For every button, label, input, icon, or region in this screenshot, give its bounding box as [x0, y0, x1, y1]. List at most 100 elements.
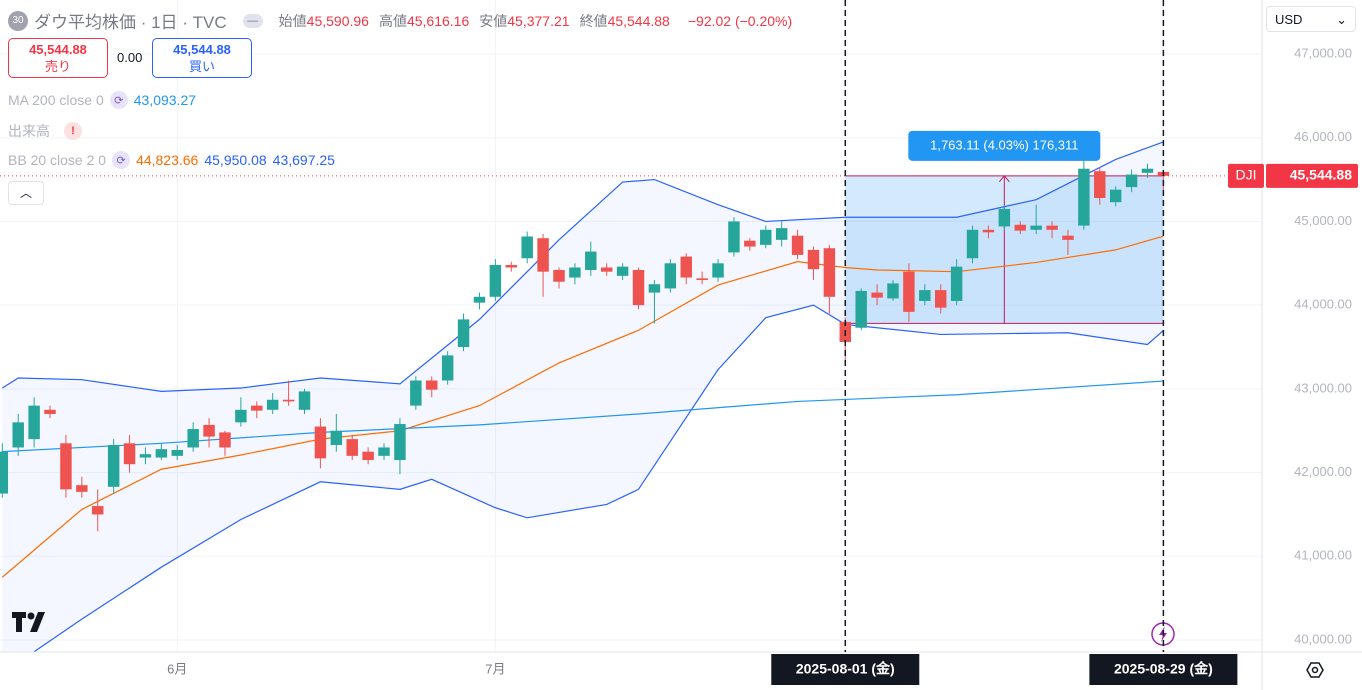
candle-body — [92, 506, 104, 515]
candle-body — [1125, 174, 1138, 188]
y-tick-label: 42,000.00 — [1294, 464, 1352, 479]
collapse-legend-button[interactable]: ︿ — [8, 181, 44, 205]
candle-body — [1094, 171, 1106, 198]
candle-body — [982, 229, 995, 233]
candle-body — [235, 409, 247, 423]
settings-icon[interactable] — [1306, 662, 1324, 678]
candle-body — [934, 290, 947, 308]
candle-body — [441, 355, 454, 381]
candle-body — [903, 271, 915, 312]
candle-body — [744, 240, 756, 247]
ohlc-label: 高値 — [378, 12, 407, 29]
candle-body — [330, 430, 343, 445]
sell-price: 45,544.88 — [29, 42, 87, 57]
candle-body — [1046, 225, 1058, 230]
volume-label[interactable]: 出来高 — [8, 123, 50, 139]
candle-body — [537, 238, 549, 272]
candle-body — [728, 221, 740, 253]
ohlc-value: 45,377.21 — [507, 12, 570, 29]
y-tick-label: 43,000.00 — [1294, 380, 1352, 395]
candle-body — [314, 426, 327, 459]
indicator-line — [32, 304, 1164, 652]
candle-body — [426, 380, 438, 390]
candle-body — [1109, 189, 1122, 203]
candle-body — [219, 432, 231, 448]
price-label: 45,544.88 — [1290, 167, 1352, 183]
candle-body — [60, 443, 72, 490]
x-tick-label: 7月 — [485, 661, 505, 676]
ma-label[interactable]: MA 200 close 0 — [8, 92, 104, 108]
buy-label: 買い — [188, 59, 215, 74]
candle-body — [632, 269, 645, 306]
spread: 0.00 — [117, 50, 143, 65]
warning-icon[interactable]: ! — [64, 122, 82, 140]
y-tick-label: 44,000.00 — [1294, 297, 1352, 312]
exchange-badge: 30 — [8, 10, 28, 31]
y-tick-label: 46,000.00 — [1294, 129, 1352, 144]
candle-body — [12, 422, 24, 448]
ohlc-label: 安値 — [479, 12, 508, 29]
candle-body — [282, 399, 295, 402]
y-tick-label: 40,000.00 — [1294, 631, 1352, 646]
candle-body — [266, 399, 279, 410]
candle-body — [919, 290, 931, 301]
candle-body — [187, 429, 199, 448]
candle-body — [473, 296, 486, 303]
ohlc-value: 45,544.88 — [607, 12, 670, 29]
buy-button[interactable]: 45,544.88 買い — [152, 38, 252, 78]
candle-body — [1078, 168, 1090, 226]
date-label-box — [771, 654, 920, 685]
ohlc-values: 始値45,590.96 高値45,616.16 安値45,377.21 終値45,54… — [279, 11, 676, 31]
currency-select[interactable]: USD ⌄ — [1266, 6, 1356, 32]
candle-body — [1030, 225, 1042, 230]
indicator-line — [1, 141, 1164, 392]
x-tick-label: 6月 — [167, 661, 187, 676]
candle-body — [871, 292, 883, 298]
candle-body — [298, 391, 311, 410]
candle-body — [823, 248, 836, 297]
candle-body — [139, 454, 152, 458]
sell-button[interactable]: 45,544.88 売り — [8, 38, 108, 78]
candle-body — [107, 444, 120, 487]
measure-label-box — [908, 130, 1101, 161]
candle-body — [664, 263, 677, 289]
candle-body — [855, 290, 867, 328]
candle-body — [966, 229, 979, 259]
price-label-box — [1228, 163, 1264, 188]
candle-body — [28, 405, 40, 440]
candle-body — [123, 443, 136, 465]
price-symbol: DJI — [1236, 167, 1257, 183]
y-tick-label: 45,000.00 — [1294, 213, 1352, 228]
x-tick-label: 2025-08-29 (金) — [1114, 661, 1213, 677]
candle-body — [0, 451, 9, 494]
candle-body — [807, 249, 820, 270]
refresh-icon[interactable]: ⟳ — [112, 151, 131, 169]
change: −92.02 (−0.20%) — [687, 12, 793, 29]
volume-legend: 出来高 ! — [8, 121, 82, 141]
ohlc-label: 終値 — [579, 12, 608, 29]
ohlc-item: 安値45,377.21 — [479, 11, 569, 31]
candle-body — [680, 256, 692, 278]
sell-label: 売り — [44, 59, 71, 74]
measure-label: 1,763.11 (4.03%) 176,311 — [930, 137, 1078, 152]
bb-value: 44,823.66 — [136, 152, 199, 168]
bb-label[interactable]: BB 20 close 2 0 — [8, 152, 107, 168]
candle-body — [362, 451, 374, 461]
x-tick-label: 2025-08-01 (金) — [796, 661, 895, 677]
symbol-title[interactable]: ダウ平均株価 · 1日 · TVC — [34, 13, 227, 32]
candle-body — [521, 236, 533, 259]
dropdown-icon: ⌄ — [1336, 12, 1347, 27]
indicator-line — [1, 235, 1164, 578]
plot-area: 1,763.11 (4.03%) 176,311 — [0, 0, 1262, 652]
candle-body — [553, 269, 565, 282]
refresh-icon[interactable]: ⟳ — [109, 91, 128, 109]
collapse-icon[interactable]: — — [242, 13, 263, 28]
ohlc-item: 終値45,544.88 — [580, 11, 670, 31]
candle-body — [251, 405, 263, 411]
candle-body — [585, 251, 597, 270]
candle-body — [998, 208, 1011, 227]
candle-body — [616, 266, 629, 276]
bb-value: 43,697.25 — [272, 152, 335, 168]
ohlc-label: 始値 — [278, 12, 307, 29]
candle-body — [569, 267, 581, 278]
